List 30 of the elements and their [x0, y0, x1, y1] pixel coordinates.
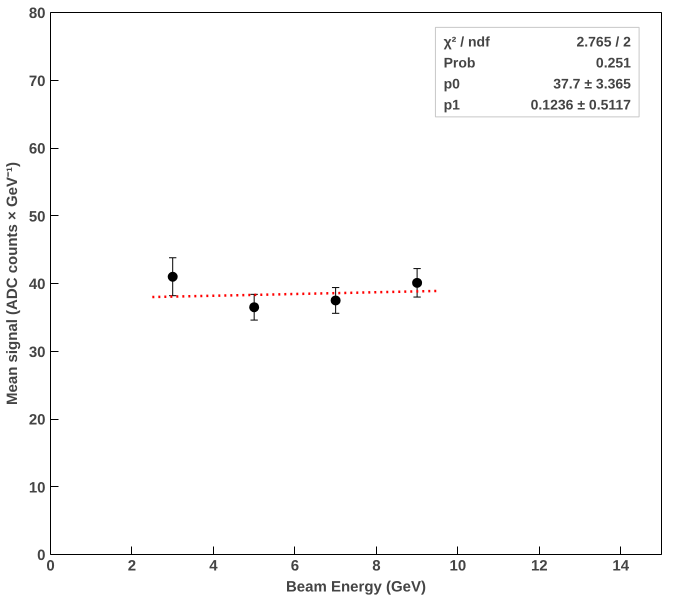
x-tick-label: 2 — [128, 558, 136, 574]
y-tick-label: 70 — [28, 72, 46, 90]
y-tick-label: 40 — [28, 276, 46, 293]
x-axis-title: Beam Energy (GeV) — [286, 578, 426, 596]
y-tick-label: 20 — [28, 412, 46, 428]
x-tick-label: 4 — [209, 558, 218, 574]
annotation: 37.7 ± 3.365 — [553, 75, 632, 92]
y-tick-label: 50 — [28, 208, 46, 226]
y-tick-label: 60 — [28, 140, 46, 158]
y-tick-label: 30 — [28, 344, 46, 361]
x-tick-label: 8 — [372, 558, 381, 574]
y-axis-title: Mean signal (ADC counts × GeV⁻¹) — [4, 162, 21, 405]
point — [249, 302, 260, 312]
point — [168, 272, 178, 282]
annotation: Prob — [444, 54, 476, 70]
annotation: χ² / ndf — [444, 33, 490, 50]
point — [412, 278, 422, 288]
annotation: p0 — [444, 75, 460, 92]
x-tick-label: 12 — [530, 558, 548, 574]
x-tick-label: 6 — [290, 558, 300, 574]
annotation: 2.765 / 2 — [576, 33, 632, 50]
y-tick-label: 10 — [28, 479, 46, 496]
annotation: p1 — [444, 96, 460, 112]
y-tick-label: 0 — [37, 547, 46, 564]
x-tick-label: 10 — [449, 558, 466, 574]
point — [330, 295, 341, 306]
y-tick-label: 80 — [28, 5, 46, 22]
x-tick-label: 14 — [612, 558, 630, 574]
annotation: 0.251 — [596, 54, 632, 70]
annotation: 0.1236 ± 0.5117 — [530, 96, 632, 112]
